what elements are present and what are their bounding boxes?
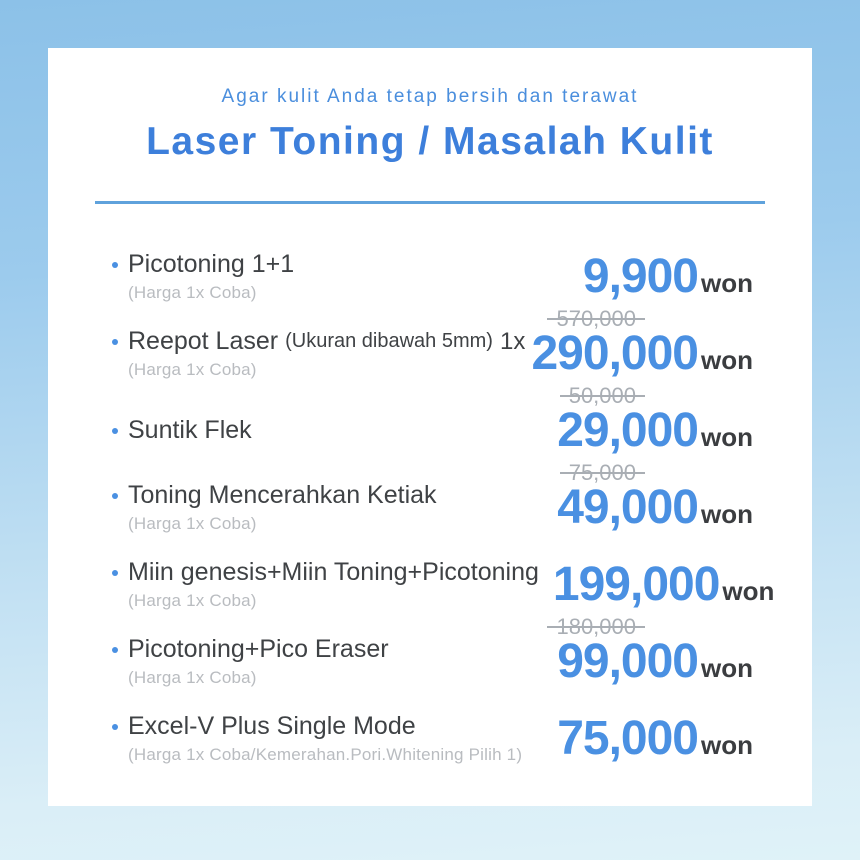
- price-amount: 29,000: [557, 403, 699, 457]
- bullet-dot-icon: [112, 723, 118, 730]
- price-list: Picotoning 1+1 (Harga 1x Coba) 9,900 won: [48, 238, 812, 777]
- price-row-picotoning-pico-eraser: Picotoning+Pico Eraser (Harga 1x Coba) 1…: [112, 613, 753, 700]
- price-row-toning-ketiak: Toning Mencerahkan Ketiak (Harga 1x Coba…: [112, 459, 753, 546]
- bullet-dot-icon: [112, 569, 118, 576]
- old-price-strikethrough: 75,000: [559, 459, 645, 486]
- item-subtext: (Harga 1x Coba): [128, 591, 257, 610]
- price-block: 75,000 49,000 won: [557, 459, 753, 534]
- item-subtext: (Harga 1x Coba): [128, 283, 257, 302]
- price-card: Agar kulit Anda tetap bersih dan terawat…: [48, 48, 812, 806]
- item-subtext: (Harga 1x Coba): [128, 360, 257, 379]
- item-suffix: 1x: [499, 327, 526, 355]
- currency-suffix: won: [701, 421, 753, 452]
- bullet-dot-icon: [112, 646, 118, 653]
- old-price-strikethrough: 50,000: [559, 382, 645, 409]
- price-amount: 49,000: [557, 480, 699, 534]
- item-name: Toning Mencerahkan Ketiak: [128, 481, 437, 509]
- currency-suffix: won: [701, 652, 753, 683]
- item-info: Picotoning+Pico Eraser (Harga 1x Coba): [112, 635, 403, 688]
- item-info: Toning Mencerahkan Ketiak (Harga 1x Coba…: [112, 481, 451, 534]
- bullet-dot-icon: [112, 338, 118, 345]
- item-name: Reepot Laser: [128, 327, 279, 355]
- bullet-dot-icon: [112, 492, 118, 499]
- price-amount: 199,000: [552, 557, 721, 611]
- price-amount: 290,000: [531, 326, 699, 380]
- currency-suffix: won: [701, 498, 753, 529]
- price-block: 9,900 won: [582, 249, 753, 303]
- price-block: 180,000 99,000 won: [547, 613, 753, 688]
- currency-suffix: won: [701, 344, 753, 375]
- price-amount: 9,900: [582, 249, 699, 303]
- item-name: Excel-V Plus Single Mode: [128, 712, 416, 740]
- item-info: Excel-V Plus Single Mode (Harga 1x Coba/…: [112, 712, 522, 765]
- item-info: Miin genesis+Miin Toning+Picotoning (Har…: [112, 558, 553, 611]
- price-block: 199,000 won: [552, 557, 775, 611]
- bullet-dot-icon: [112, 261, 118, 268]
- old-price-strikethrough: 570,000: [547, 305, 645, 332]
- currency-suffix: won: [722, 575, 775, 606]
- poster-subtitle: Agar kulit Anda tetap bersih dan terawat: [221, 86, 639, 107]
- price-row-miin-genesis-combo: Miin genesis+Miin Toning+Picotoning (Har…: [112, 546, 774, 623]
- old-price-strikethrough: 180,000: [547, 613, 645, 640]
- item-name: Picotoning 1+1: [128, 250, 295, 278]
- price-block: 75,000 won: [557, 711, 753, 765]
- price-row-suntik-flek: Suntik Flek 50,000 29,000 won: [112, 382, 753, 469]
- price-row-picotoning-1plus1: Picotoning 1+1 (Harga 1x Coba) 9,900 won: [112, 238, 753, 315]
- item-info: Suntik Flek: [112, 416, 266, 445]
- price-amount: 99,000: [557, 634, 699, 688]
- price-block: 50,000 29,000 won: [557, 382, 753, 457]
- price-row-reepot-laser: Reepot Laser (Ukuran dibawah 5mm) 1x (Ha…: [112, 305, 753, 392]
- bullet-dot-icon: [112, 427, 118, 434]
- item-name: Picotoning+Pico Eraser: [128, 635, 389, 663]
- price-block: 570,000 290,000 won: [531, 305, 753, 380]
- item-info: Picotoning 1+1 (Harga 1x Coba): [112, 250, 308, 303]
- item-subtext: (Harga 1x Coba): [128, 514, 257, 533]
- item-subtext: (Harga 1x Coba): [128, 668, 257, 687]
- item-info: Reepot Laser (Ukuran dibawah 5mm) 1x (Ha…: [112, 327, 525, 380]
- currency-suffix: won: [701, 267, 753, 298]
- price-amount: 75,000: [557, 711, 699, 765]
- header-divider: [95, 201, 765, 204]
- item-name: Miin genesis+Miin Toning+Picotoning: [128, 558, 539, 586]
- item-name: Suntik Flek: [128, 416, 252, 444]
- item-note: (Ukuran dibawah 5mm): [285, 330, 493, 352]
- currency-suffix: won: [701, 729, 753, 760]
- price-row-excel-v-plus: Excel-V Plus Single Mode (Harga 1x Coba/…: [112, 700, 753, 777]
- poster-title: Laser Toning / Masalah Kulit: [146, 120, 714, 163]
- item-subtext: (Harga 1x Coba/Kemerahan.Pori.Whitening …: [128, 745, 523, 764]
